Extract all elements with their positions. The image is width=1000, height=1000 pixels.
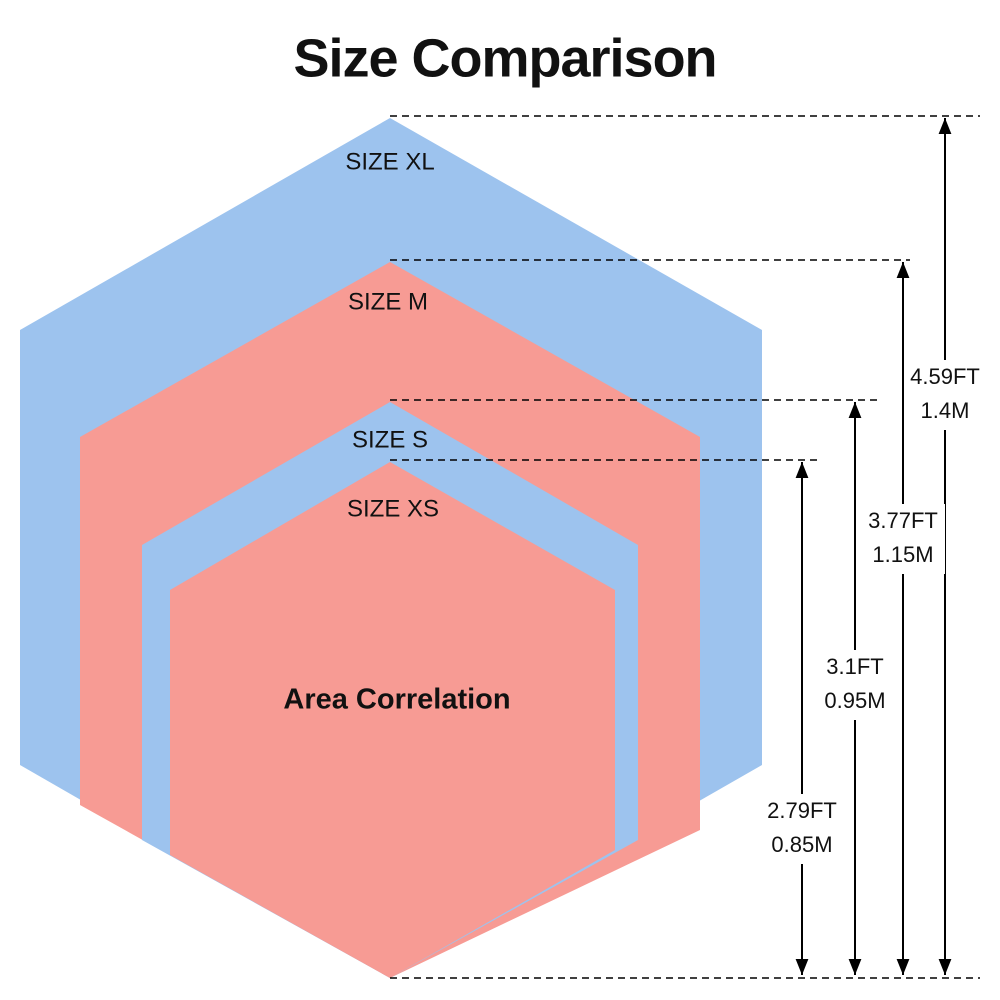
feet-label: 3.1FT (826, 654, 883, 679)
label-background (813, 650, 897, 720)
label-background (903, 360, 987, 430)
feet-label: 3.77FT (868, 508, 938, 533)
center-label: Area Correlation (283, 684, 510, 716)
meters-label: 1.15M (872, 542, 933, 567)
label-background (861, 504, 945, 574)
meters-label: 1.4M (921, 398, 970, 423)
hexagons: SIZE XL SIZE M SIZE S SIZE XS (20, 118, 762, 978)
label-background (760, 794, 844, 864)
size-label: SIZE S (352, 426, 428, 453)
meters-label: 0.85M (771, 832, 832, 857)
feet-label: 2.79FT (767, 798, 837, 823)
size-label: SIZE M (348, 288, 428, 315)
dimensions: 4.59FT 1.4M 3.77FT 1.15M 3.1FT 0.95M 2.79FT 0.8… (390, 115, 987, 979)
size-label: SIZE XS (347, 495, 439, 522)
size-label: SIZE XL (345, 148, 434, 175)
hexagon (170, 462, 615, 978)
meters-label: 0.95M (824, 688, 885, 713)
title: Size Comparison (293, 28, 716, 88)
feet-label: 4.59FT (910, 364, 980, 389)
